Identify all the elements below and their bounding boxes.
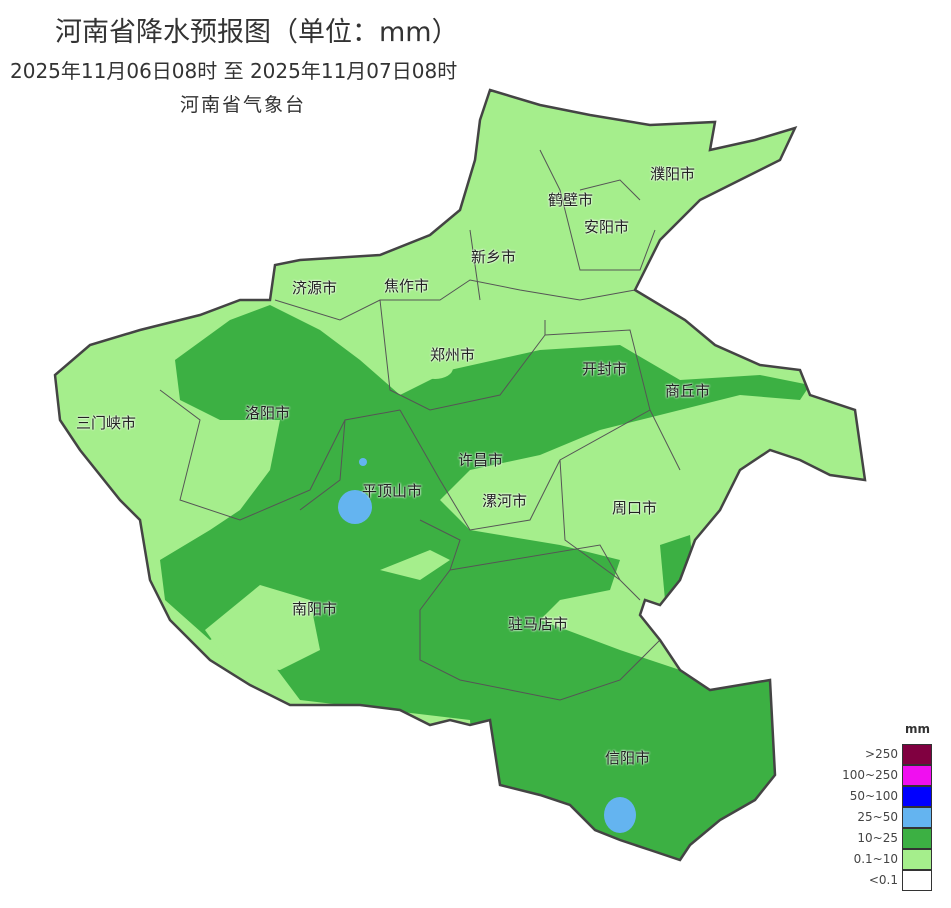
city-label: 漯河市 bbox=[482, 492, 528, 510]
legend-unit: mm bbox=[905, 722, 931, 736]
legend-swatch bbox=[902, 807, 932, 828]
legend-label: 25~50 bbox=[857, 810, 898, 824]
legend-item: <0.1 bbox=[840, 870, 936, 891]
dark-green-area bbox=[660, 535, 695, 600]
legend-swatch bbox=[902, 744, 932, 765]
city-boundaries bbox=[159, 149, 681, 701]
city-label: 许昌市 bbox=[458, 451, 504, 469]
legend-label: >250 bbox=[865, 747, 898, 761]
legend-swatch bbox=[902, 828, 932, 849]
city-label: 开封市 bbox=[582, 360, 628, 378]
legend-item: 10~25 bbox=[840, 828, 936, 849]
light-green-patch bbox=[380, 550, 450, 580]
city-label: 平顶山市 bbox=[362, 482, 423, 500]
dark-green-area bbox=[160, 305, 810, 860]
legend-item: 25~50 bbox=[840, 807, 936, 828]
legend-label: 50~100 bbox=[849, 789, 898, 803]
legend-label: 0.1~10 bbox=[853, 852, 898, 866]
city-label: 新乡市 bbox=[471, 248, 517, 266]
city-label: 南阳市 bbox=[292, 600, 338, 618]
legend-label: <0.1 bbox=[868, 873, 898, 887]
city-label: 济源市 bbox=[292, 279, 338, 297]
legend-swatch bbox=[902, 765, 932, 786]
city-label: 驻马店市 bbox=[508, 615, 569, 633]
map-title: 河南省降水预报图（单位：mm） bbox=[55, 17, 459, 48]
city-label: 濮阳市 bbox=[650, 165, 696, 183]
rainfall-25-50-area bbox=[338, 490, 372, 524]
legend-item: >250 bbox=[840, 744, 936, 765]
legend-item: 100~250 bbox=[840, 765, 936, 786]
legend-item: 0.1~10 bbox=[840, 849, 936, 870]
city-label: 信阳市 bbox=[605, 749, 651, 767]
legend-label: 10~25 bbox=[857, 831, 898, 845]
forecast-period: 2025年11月06日08时 至 2025年11月07日08时 bbox=[10, 59, 458, 83]
city-label: 郑州市 bbox=[430, 346, 476, 364]
city-label: 周口市 bbox=[612, 499, 658, 517]
city-label: 鹤壁市 bbox=[548, 191, 594, 209]
light-green-patch bbox=[417, 357, 453, 379]
legend-label: 100~250 bbox=[842, 768, 898, 782]
light-green-patch bbox=[205, 585, 320, 670]
legend-swatch bbox=[902, 786, 932, 807]
city-label: 三门峡市 bbox=[76, 414, 137, 432]
city-label: 安阳市 bbox=[584, 218, 630, 236]
rainfall-25-50-area bbox=[359, 458, 367, 466]
legend-swatch bbox=[902, 849, 932, 870]
city-label: 商丘市 bbox=[665, 382, 711, 400]
organization: 河南省气象台 bbox=[180, 94, 307, 116]
rainfall-25-50-area bbox=[604, 797, 636, 833]
city-label: 洛阳市 bbox=[245, 404, 291, 422]
legend-swatch bbox=[902, 870, 932, 891]
city-label: 焦作市 bbox=[384, 277, 430, 295]
legend-item: 50~100 bbox=[840, 786, 936, 807]
